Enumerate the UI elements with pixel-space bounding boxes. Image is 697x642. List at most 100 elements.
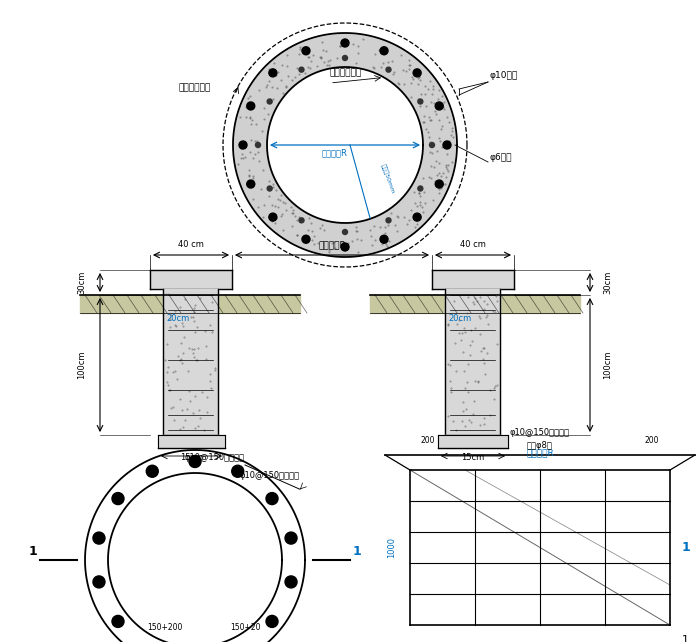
Text: 40 cm: 40 cm [178,240,204,249]
Wedge shape [236,107,272,132]
Circle shape [93,576,105,588]
Wedge shape [344,34,365,68]
Wedge shape [240,89,277,119]
Wedge shape [325,222,346,256]
Wedge shape [289,213,319,250]
Circle shape [413,213,421,221]
Circle shape [285,576,297,588]
Wedge shape [249,184,286,217]
Wedge shape [259,60,295,96]
Text: 桩基直径R: 桩基直径R [322,148,348,157]
Text: 20cm: 20cm [166,314,190,323]
Circle shape [266,492,278,505]
Wedge shape [234,126,268,146]
Circle shape [266,616,278,627]
Circle shape [267,186,272,191]
Circle shape [302,47,310,55]
Circle shape [239,141,247,149]
Circle shape [112,492,124,505]
Text: 200: 200 [645,436,659,445]
Wedge shape [248,74,285,107]
Text: 30cm: 30cm [77,271,86,294]
Text: φ10@150均匀布置: φ10@150均匀布置 [240,471,300,480]
Circle shape [341,39,349,47]
Circle shape [342,55,348,60]
Text: 15cm: 15cm [461,453,484,462]
Text: 100cm: 100cm [77,351,86,379]
Wedge shape [307,218,332,254]
Text: 30cm: 30cm [604,271,613,294]
Wedge shape [234,145,268,165]
Wedge shape [240,171,278,202]
Wedge shape [383,48,416,85]
Text: 桩基直径R: 桩基直径R [318,240,346,249]
Wedge shape [306,36,332,72]
Circle shape [256,143,261,148]
Circle shape [112,616,124,627]
Wedge shape [418,106,454,132]
Wedge shape [273,49,306,85]
Circle shape [269,69,277,77]
Wedge shape [371,40,401,78]
Circle shape [418,186,423,191]
Circle shape [413,69,421,77]
Text: 箍筋φ8图: 箍筋φ8图 [527,441,553,450]
Text: 桩基直径R: 桩基直径R [526,448,554,457]
Circle shape [93,532,105,544]
Wedge shape [260,195,296,230]
Text: 1: 1 [29,545,38,558]
Circle shape [299,67,304,72]
Text: 150+20: 150+20 [230,623,260,632]
Circle shape [429,143,434,148]
Wedge shape [289,40,319,78]
Wedge shape [358,218,384,254]
Text: 1000: 1000 [388,537,397,558]
Text: 200: 200 [421,436,435,445]
Circle shape [285,532,297,544]
Circle shape [342,229,348,234]
Wedge shape [418,158,454,183]
Wedge shape [325,34,345,68]
Text: 15cm: 15cm [180,453,203,462]
Circle shape [247,180,255,188]
Text: 150+200: 150+200 [147,623,183,632]
Circle shape [380,235,388,243]
Wedge shape [422,125,456,145]
Wedge shape [372,213,401,249]
Text: φ10@150均匀布置: φ10@150均匀布置 [510,428,570,437]
Circle shape [267,99,272,104]
Circle shape [231,465,244,477]
Wedge shape [395,59,430,95]
Circle shape [386,67,391,72]
Wedge shape [345,221,365,256]
Circle shape [435,180,443,188]
Circle shape [380,47,388,55]
Circle shape [435,102,443,110]
Circle shape [299,218,304,223]
Circle shape [146,465,158,477]
Wedge shape [404,73,441,106]
Text: 100cm: 100cm [604,351,613,379]
Wedge shape [412,89,450,118]
Text: φ10@150均匀布置: φ10@150均匀布置 [185,453,245,462]
Wedge shape [274,205,307,241]
Text: 护壁宽50mm: 护壁宽50mm [380,163,396,195]
Wedge shape [395,195,431,230]
Text: 1: 1 [682,541,691,554]
Wedge shape [358,35,383,72]
Wedge shape [422,144,456,164]
Wedge shape [384,204,417,241]
Circle shape [443,141,451,149]
Text: 锁口外轮廓线: 锁口外轮廓线 [179,83,211,92]
Circle shape [341,243,349,251]
Text: φ6圈筋: φ6圈筋 [490,153,512,162]
Wedge shape [405,184,442,216]
Text: 20cm: 20cm [448,314,471,323]
Wedge shape [236,159,272,184]
Text: 1: 1 [353,545,361,558]
Circle shape [418,99,423,104]
Circle shape [247,102,255,110]
Text: φ10主筋: φ10主筋 [490,71,519,80]
Circle shape [302,235,310,243]
Circle shape [386,218,391,223]
